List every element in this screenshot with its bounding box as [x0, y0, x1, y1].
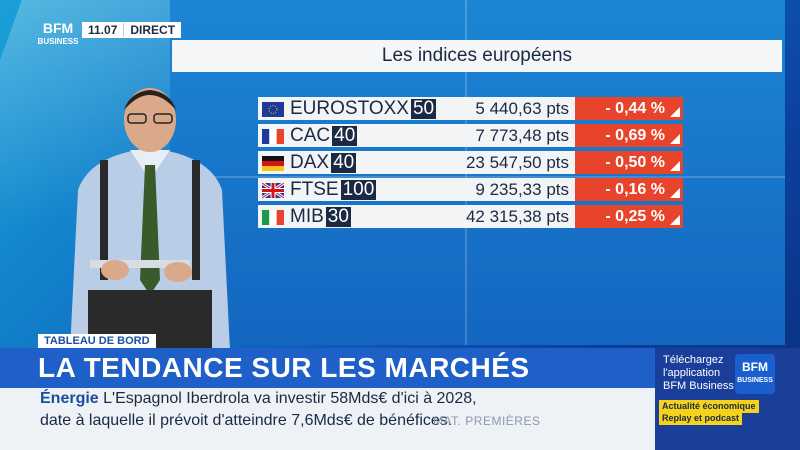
down-triangle-icon — [670, 215, 680, 225]
app-promo — [655, 348, 800, 450]
index-row: CAC 40 7 773,48 pts - 0,69 % — [258, 124, 688, 147]
clock-time: 11.07 — [88, 23, 118, 37]
index-row: EUROSTOXX 50 5 440,63 pts - 0,44 % — [258, 97, 688, 120]
flag-de-icon — [262, 155, 284, 171]
clock-live: 11.07 DIRECT — [82, 22, 182, 38]
panel-title: Les indices européens — [172, 40, 782, 72]
index-change: - 0,69 % — [575, 124, 683, 147]
index-row: DAX 40 23 547,50 pts - 0,50 % — [258, 151, 688, 174]
ticker-category: MAT. PREMIÈRES — [433, 414, 541, 428]
headline-banner — [0, 348, 655, 388]
index-name-cell: CAC 40 — [258, 124, 463, 147]
ticker-line-2: date à laquelle il prévoit d'atteindre 7… — [40, 412, 453, 429]
live-badge: DIRECT — [123, 23, 182, 37]
index-value: 7 773,48 pts — [463, 124, 575, 147]
promo-badge-1: Actualité économique — [659, 400, 759, 413]
index-name-cell: FTSE 100 — [258, 178, 463, 201]
index-value: 5 440,63 pts — [463, 97, 575, 120]
index-change: - 0,25 % — [575, 205, 683, 228]
index-name: CAC — [290, 124, 331, 146]
index-number: 30 — [325, 205, 351, 227]
index-change: - 0,16 % — [575, 178, 683, 201]
flag-eu-icon — [262, 101, 284, 117]
indices-table: EUROSTOXX 50 5 440,63 pts - 0,44 % CAC 40 7 77… — [258, 97, 688, 232]
index-row: FTSE 100 9 235,33 pts - 0,16 % — [258, 178, 688, 201]
promo-logo: BFM BUSINESS — [735, 354, 775, 394]
index-value: 9 235,33 pts — [463, 178, 575, 201]
channel-logo: BFM BUSINESS — [37, 20, 79, 46]
index-change: - 0,50 % — [575, 151, 683, 174]
index-name: DAX — [290, 151, 330, 173]
index-name: FTSE — [290, 178, 339, 200]
down-triangle-icon — [670, 188, 680, 198]
wall-seam — [170, 176, 785, 178]
news-ticker — [0, 388, 655, 450]
down-triangle-icon — [670, 134, 680, 144]
flag-it-icon — [262, 209, 284, 225]
index-value: 23 547,50 pts — [463, 151, 575, 174]
index-number: 50 — [410, 97, 437, 119]
index-name: EUROSTOXX — [290, 97, 409, 119]
index-number: 40 — [331, 151, 357, 173]
promo-badge-2: Replay et podcast — [659, 412, 743, 425]
presenter — [70, 88, 230, 350]
index-name: MIB — [290, 205, 324, 227]
ticker-line-1: Énergie L'Espagnol Iberdrola va investir… — [40, 390, 477, 407]
flag-fr-icon — [262, 128, 284, 144]
index-name-cell: DAX 40 — [258, 151, 463, 174]
index-name-cell: EUROSTOXX 50 — [258, 97, 463, 120]
index-number: 100 — [340, 178, 377, 200]
show-tag: TABLEAU DE BORD — [38, 334, 156, 348]
index-name-cell: MIB 30 — [258, 205, 463, 228]
flag-uk-icon — [261, 181, 285, 200]
index-value: 42 315,38 pts — [463, 205, 575, 228]
down-triangle-icon — [670, 161, 680, 171]
headline-title: LA TENDANCE SUR LES MARCHÉS — [38, 352, 530, 383]
index-change: - 0,44 % — [575, 97, 683, 120]
index-row: MIB 30 42 315,38 pts - 0,25 % — [258, 205, 688, 228]
promo-text: Téléchargez l'application BFM Business — [663, 354, 734, 392]
down-triangle-icon — [670, 107, 680, 117]
index-number: 40 — [332, 124, 358, 146]
